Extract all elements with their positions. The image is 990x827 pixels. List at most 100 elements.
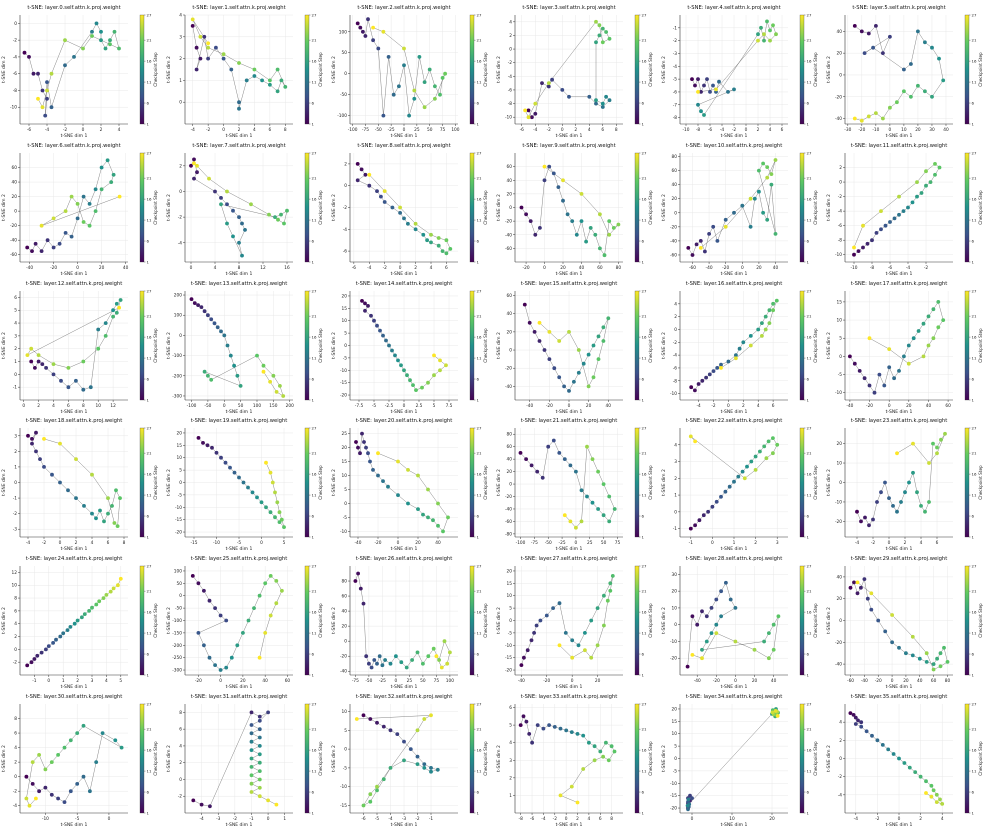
y-tick-label: 80 <box>507 432 513 438</box>
checkpoint-point <box>576 643 581 648</box>
y-tick-label: -20 <box>340 392 347 398</box>
y-tick-label: 10 <box>342 318 348 324</box>
y-tick-label: 30 <box>672 572 678 578</box>
y-tick-label: 20 <box>507 191 513 197</box>
checkpoint-point <box>206 45 210 50</box>
checkpoint-point <box>99 29 103 34</box>
checkpoint-point <box>50 473 54 477</box>
checkpoint-point <box>574 232 579 237</box>
checkpoint-point <box>700 609 704 614</box>
y-axis-label: t-SNE dim 2 <box>331 56 337 83</box>
checkpoint-point <box>88 384 93 389</box>
checkpoint-point <box>767 656 771 661</box>
checkpoint-point <box>36 352 41 357</box>
colorbar-tick-label: 1 <box>642 397 645 402</box>
colorbar-tick-label: 16 <box>642 610 647 615</box>
colorbar-label: Checkpoint Step <box>153 52 158 87</box>
checkpoint-point <box>402 46 406 51</box>
x-tick-label: -2 <box>233 816 238 822</box>
colorbar-tick-label: 27 <box>147 150 152 155</box>
x-tick-label: 2 <box>414 265 417 271</box>
colorbar <box>139 566 145 676</box>
tsne-panel-5: t-SNE: layer.5.self.attn.k.proj.weight-3… <box>826 5 983 139</box>
y-tick-label: -15 <box>505 655 512 661</box>
colorbar-tick-label: 11 <box>312 217 317 222</box>
y-tick-label: 0 <box>509 482 512 488</box>
y-tick-label: -5 <box>673 768 678 774</box>
checkpoint-point <box>598 749 603 754</box>
checkpoint-point <box>870 238 874 242</box>
checkpoint-point <box>591 343 596 347</box>
tsne-panel-8: t-SNE: layer.8.self.attn.k.proj.weight-6… <box>331 143 488 277</box>
colorbar <box>469 428 475 538</box>
colorbar-tick-label: 1 <box>477 397 480 402</box>
checkpoint-point <box>557 338 562 343</box>
checkpoint-point <box>119 745 124 750</box>
colorbar-tick-label: 16 <box>147 748 152 753</box>
y-axis-label: t-SNE dim 2 <box>166 607 172 634</box>
colorbar <box>304 14 310 125</box>
checkpoint-point <box>381 724 386 729</box>
checkpoint-point <box>368 799 373 804</box>
checkpoint-point <box>388 661 393 666</box>
y-axis-label: t-SNE dim 2 <box>826 469 832 496</box>
checkpoint-point <box>550 77 554 82</box>
checkpoint-point <box>22 50 27 55</box>
colorbar-tick-label: 1 <box>642 121 645 126</box>
panel-title: t-SNE: layer.5.self.attn.k.proj.weight <box>852 5 945 11</box>
checkpoint-point <box>525 648 530 653</box>
colorbar-tick-label: 1 <box>972 673 975 678</box>
y-tick-label: -20 <box>835 94 842 100</box>
checkpoint-point <box>585 494 589 499</box>
checkpoint-point <box>415 754 420 759</box>
x-tick-label: 200 <box>286 403 294 409</box>
checkpoint-point <box>726 90 730 94</box>
checkpoint-point <box>935 451 939 456</box>
x-tick-label: 8 <box>238 265 241 271</box>
checkpoint-point <box>564 728 569 733</box>
checkpoint-point <box>379 194 383 199</box>
colorbar-tick-label: 6 <box>642 789 645 794</box>
checkpoint-point <box>213 189 217 194</box>
checkpoint-point <box>274 579 279 583</box>
checkpoint-point <box>530 115 534 120</box>
checkpoint-point <box>542 178 547 182</box>
x-tick-label: -4 <box>199 816 204 822</box>
checkpoint-point <box>443 71 447 76</box>
x-tick-label: -75 <box>352 678 359 684</box>
checkpoint-point <box>700 648 704 652</box>
checkpoint-point <box>923 40 927 45</box>
checkpoint-point <box>263 631 268 635</box>
checkpoint-point <box>924 791 928 795</box>
x-tick-label: 2 <box>919 816 922 822</box>
checkpoint-point <box>519 663 524 668</box>
y-tick-label: 60 <box>342 594 348 600</box>
checkpoint-point <box>106 512 110 516</box>
checkpoint-point <box>611 225 616 230</box>
checkpoint-point <box>888 34 892 39</box>
checkpoint-point <box>538 618 543 623</box>
colorbar-tick-label: 11 <box>312 355 317 360</box>
checkpoint-point <box>111 172 116 177</box>
y-tick-label: 0 <box>179 100 182 106</box>
checkpoint-point <box>710 505 715 510</box>
colorbar-tick-label: 21 <box>477 451 482 456</box>
checkpoint-point <box>557 601 562 606</box>
checkpoint-point <box>862 375 867 380</box>
colorbar <box>634 290 640 400</box>
checkpoint-point <box>909 94 913 99</box>
x-tick-label: 60 <box>945 403 951 409</box>
tsne-panel-27: t-SNE: layer.27.self.attn.k.proj.weight-… <box>496 556 653 690</box>
checkpoint-point <box>874 24 878 28</box>
checkpoint-point <box>36 96 40 101</box>
x-tick-label: 20 <box>415 540 421 546</box>
checkpoint-point <box>427 67 432 72</box>
x-tick-label: 2 <box>574 127 577 133</box>
colorbar-tick-label: 16 <box>807 59 812 64</box>
x-tick-label: -1 <box>429 816 434 822</box>
checkpoint-point <box>369 313 373 318</box>
checkpoint-point <box>572 379 576 384</box>
y-tick-label: -8 <box>13 88 18 94</box>
x-tick-label: 80 <box>616 265 622 271</box>
y-tick-label: -8 <box>673 378 678 384</box>
